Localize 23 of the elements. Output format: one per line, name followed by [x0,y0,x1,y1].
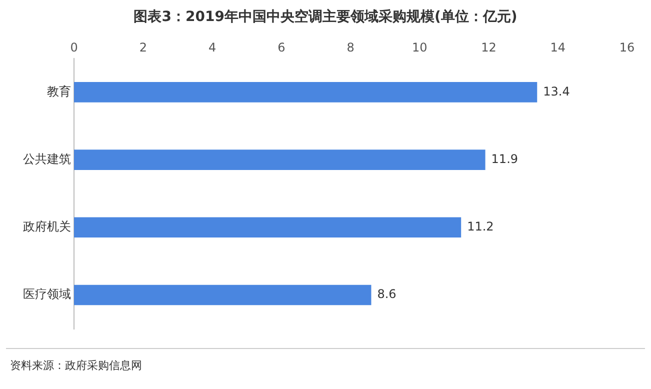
bar [74,284,372,306]
bar [74,217,462,238]
x-tick-label: 16 [619,40,635,54]
x-tick-label: 4 [208,40,216,54]
text: 资料来源：政府采购信息网 [10,358,142,373]
y-tick-label: 医疗领域 [23,287,71,302]
x-tick-label: 10 [412,40,428,54]
bar [74,82,538,102]
data-label: 11.2 [467,220,494,234]
data-label: 11.9 [491,152,518,166]
x-tick-label: 12 [481,40,496,54]
bar [74,150,486,170]
x-tick-label: 8 [346,40,354,54]
x-tick-label: 6 [278,40,286,54]
x-tick-label: 14 [550,40,566,54]
data-label: 13.4 [543,84,570,98]
y-tick-label: 公共建筑 [23,152,71,166]
x-tick-label: 2 [139,40,147,54]
data-label: 8.6 [377,287,396,302]
y-tick-label: 教育 [47,84,71,98]
y-tick-label: 政府机关 [23,220,71,234]
chart-title: 图表3：2019年中国中央空调主要领域采购规模(单位：亿元) [132,8,518,26]
x-tick-label: 0 [70,40,78,54]
